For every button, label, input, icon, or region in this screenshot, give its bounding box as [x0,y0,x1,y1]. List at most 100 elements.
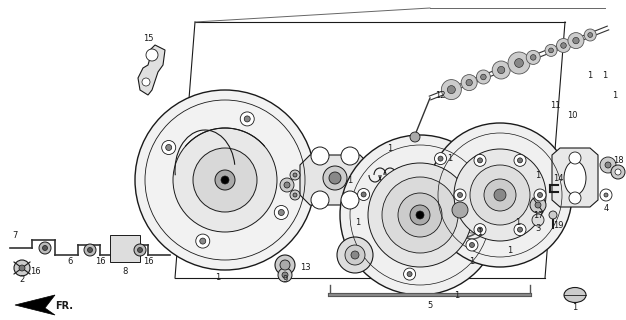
Circle shape [221,176,229,184]
Circle shape [573,37,579,44]
Ellipse shape [564,287,586,302]
Circle shape [135,90,315,270]
Text: 6: 6 [68,258,73,267]
Text: 8: 8 [122,268,128,276]
Circle shape [275,255,295,275]
Text: 1: 1 [347,175,352,185]
Circle shape [452,202,468,218]
Circle shape [518,227,523,232]
Circle shape [340,135,500,295]
Circle shape [345,245,365,265]
Circle shape [416,211,424,219]
Text: 16: 16 [95,258,105,267]
Circle shape [293,193,297,197]
Text: 11: 11 [550,100,560,109]
Circle shape [466,79,473,86]
Circle shape [368,163,472,267]
Circle shape [474,154,486,166]
Circle shape [545,44,557,56]
Circle shape [215,170,235,190]
Circle shape [410,205,430,225]
Text: 1: 1 [387,143,393,153]
Text: 1: 1 [215,274,220,283]
Circle shape [518,158,523,163]
Circle shape [470,165,530,225]
Circle shape [526,51,540,64]
Circle shape [611,165,625,179]
Ellipse shape [564,161,586,195]
Text: 7: 7 [13,230,18,239]
Circle shape [557,38,570,52]
Text: 17: 17 [533,211,543,220]
Circle shape [476,70,490,84]
Circle shape [492,61,510,79]
Text: 13: 13 [300,263,310,273]
Circle shape [329,172,341,184]
Circle shape [84,244,96,256]
Circle shape [351,251,359,259]
Circle shape [434,153,446,164]
Circle shape [605,162,611,168]
Text: 1: 1 [572,303,578,313]
Text: 16: 16 [143,258,153,267]
Circle shape [404,268,416,280]
Circle shape [193,148,257,212]
Circle shape [138,247,143,252]
Circle shape [481,74,486,80]
Text: 12: 12 [434,91,445,100]
Circle shape [14,260,30,276]
Text: 1: 1 [470,258,475,267]
Circle shape [584,29,596,41]
Polygon shape [110,235,140,262]
Circle shape [569,152,581,164]
Text: 1: 1 [478,228,483,236]
Circle shape [538,193,543,197]
Circle shape [134,244,146,256]
Text: 1: 1 [454,291,459,300]
Circle shape [448,86,455,93]
Text: 9: 9 [282,276,287,284]
Circle shape [240,112,254,126]
Circle shape [458,193,463,197]
Circle shape [311,191,329,209]
Circle shape [280,260,290,270]
Polygon shape [300,155,370,205]
Circle shape [454,189,466,201]
Text: FR.: FR. [55,301,73,311]
Circle shape [166,145,172,150]
Circle shape [142,78,150,86]
Text: 1: 1 [587,70,593,79]
Text: 1: 1 [508,245,513,254]
Circle shape [569,192,581,204]
Circle shape [494,189,506,201]
Circle shape [162,140,176,155]
Circle shape [515,59,523,68]
Circle shape [43,245,48,251]
Circle shape [146,49,158,61]
Circle shape [454,149,546,241]
Text: 4: 4 [603,204,608,212]
Text: 18: 18 [613,156,623,164]
Circle shape [514,224,526,236]
Circle shape [615,169,621,175]
Circle shape [478,158,483,163]
Circle shape [244,116,250,122]
Text: 3: 3 [535,223,541,233]
Circle shape [280,178,294,192]
Circle shape [474,224,486,236]
Text: 1: 1 [612,91,618,100]
Circle shape [311,147,329,165]
Polygon shape [15,295,55,315]
Circle shape [173,128,277,232]
Circle shape [290,170,300,180]
Text: 2: 2 [19,276,24,284]
Circle shape [484,179,516,211]
Circle shape [561,43,567,48]
Text: 1: 1 [515,218,521,227]
Circle shape [600,189,612,201]
Circle shape [514,154,526,166]
Circle shape [470,243,475,247]
Circle shape [279,210,284,215]
Circle shape [535,202,541,208]
Circle shape [498,67,505,74]
